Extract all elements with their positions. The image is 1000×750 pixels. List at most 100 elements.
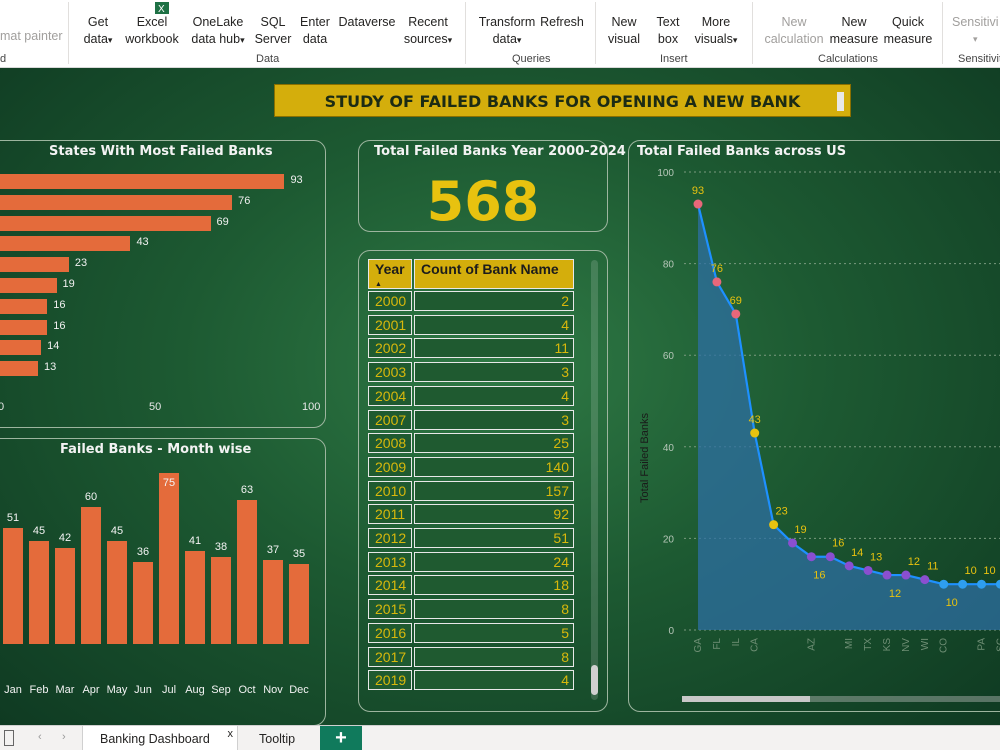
sql-server-button[interactable]: SQL Server (254, 14, 292, 48)
year-cell: 2015 (368, 599, 412, 620)
scrollbar-thumb[interactable] (591, 665, 598, 695)
table-row[interactable]: 2001 4 (368, 314, 574, 335)
transform-data-button[interactable]: Transform data▾ (478, 14, 536, 49)
add-page-button[interactable]: + (320, 726, 362, 750)
data-point (882, 570, 892, 580)
state-bar[interactable] (0, 215, 211, 231)
new-measure-button[interactable]: New measure (828, 14, 880, 48)
quick-measure-button[interactable]: Quick measure (882, 14, 934, 48)
data-label: 69 (730, 295, 742, 307)
tab-tooltip[interactable]: Tooltip (259, 726, 295, 750)
data-label: 14 (851, 547, 863, 559)
sensitivity-button[interactable]: Sensitivi ▾ (952, 14, 999, 48)
state-bar[interactable] (0, 236, 131, 252)
get-data-button[interactable]: Get data▾ (80, 14, 116, 49)
table-row[interactable]: 2000 2 (368, 291, 574, 311)
month-bar[interactable] (237, 500, 257, 644)
excel-label-2: workbook (125, 32, 179, 46)
table-row[interactable]: 2016 5 (368, 622, 574, 643)
excel-workbook-button[interactable]: X Excel workbook (122, 2, 182, 48)
table-row[interactable]: 2011 92 (368, 504, 574, 525)
chart-scrollbar[interactable] (682, 696, 1000, 702)
month-bar[interactable] (133, 561, 153, 644)
table-row[interactable]: 2002 11 (368, 338, 574, 359)
state-bar[interactable] (0, 298, 48, 314)
month-bar[interactable] (29, 541, 49, 644)
table-row[interactable]: 2010 157 (368, 480, 574, 501)
refresh-button[interactable]: Refresh (540, 14, 584, 31)
month-bar[interactable] (211, 557, 231, 644)
month-label: May (106, 684, 128, 696)
year-cell: 2007 (368, 409, 412, 430)
year-cell: 2004 (368, 385, 412, 406)
month-bar[interactable] (55, 548, 75, 644)
table-row[interactable]: 2004 4 (368, 385, 574, 406)
data-label: 43 (749, 414, 761, 426)
format-painter-button[interactable]: mat painter (0, 28, 63, 45)
state-bar[interactable] (0, 361, 39, 377)
month-bar[interactable] (185, 550, 205, 644)
count-cell: 25 (414, 433, 574, 454)
table-row[interactable]: 2019 4 (368, 670, 574, 691)
header-year[interactable]: Year ▲ (368, 259, 412, 289)
month-chart-panel[interactable] (0, 438, 326, 725)
area-chart-panel[interactable] (628, 140, 1000, 712)
month-label: Sep (211, 684, 231, 696)
state-bar[interactable] (0, 278, 57, 293)
x-tick-label: AZ (806, 638, 817, 651)
recent-sources-button[interactable]: Recent sources▾ (400, 14, 456, 49)
table-row[interactable]: 2013 24 (368, 551, 574, 572)
y-axis-label: Total Failed Banks (639, 413, 651, 503)
tab-banking-dashboard[interactable]: Banking Dashboard x (82, 726, 238, 750)
more-visuals-button[interactable]: More visuals▾ (690, 14, 742, 49)
state-bar[interactable] (0, 319, 48, 335)
table-row[interactable]: 2012 51 (368, 528, 574, 548)
month-bar[interactable] (81, 507, 101, 644)
header-count[interactable]: Count of Bank Name (414, 259, 574, 289)
table-row[interactable]: 2008 25 (368, 433, 574, 454)
chart-scrollbar-thumb[interactable] (682, 696, 810, 702)
month-label: Dec (289, 684, 309, 696)
state-bar[interactable] (0, 174, 285, 189)
new-visual-button[interactable]: New visual (606, 14, 642, 48)
state-bar[interactable] (0, 194, 233, 210)
data-point (750, 428, 760, 438)
count-cell: 11 (414, 338, 574, 359)
kpi-card[interactable] (358, 140, 608, 232)
data-label: 12 (908, 556, 920, 568)
table-row[interactable]: 2009 140 (368, 456, 574, 477)
month-bar[interactable] (159, 473, 179, 644)
month-bar[interactable] (263, 559, 283, 644)
month-bar[interactable] (289, 564, 309, 644)
new-calc-label-2: calculation (764, 32, 824, 46)
data-point (901, 570, 911, 580)
states-chart-panel[interactable] (0, 140, 326, 428)
next-page-icon[interactable]: › (62, 731, 66, 743)
year-cell: 2010 (368, 480, 412, 501)
prev-page-icon[interactable]: ‹ (38, 731, 42, 743)
year-table-panel[interactable] (358, 250, 608, 712)
month-label: Jan (4, 684, 22, 696)
new-calculation-button[interactable]: New calculation (762, 14, 826, 48)
table-row[interactable]: 2003 3 (368, 362, 574, 383)
ribbon: mat painter d Get data▾ X Excel workbook… (0, 0, 1000, 68)
table-row[interactable]: 2014 18 (368, 575, 574, 596)
state-bar-value: 16 (53, 319, 66, 332)
table-row[interactable]: 2007 3 (368, 409, 574, 430)
state-bar[interactable] (0, 340, 42, 356)
state-bar[interactable] (0, 257, 69, 273)
table-scrollbar[interactable] (591, 260, 598, 700)
text-box-button[interactable]: Text box (652, 14, 684, 48)
count-cell: 4 (414, 670, 574, 691)
close-tab-icon[interactable]: x (227, 728, 234, 740)
table-row[interactable]: 2015 8 (368, 599, 574, 620)
month-bar-value: 38 (214, 541, 228, 554)
month-bar[interactable] (3, 527, 23, 644)
onelake-button[interactable]: OneLake data hub▾ (186, 14, 250, 49)
chevron-down-icon: ▾ (240, 35, 245, 45)
table-row[interactable]: 2017 8 (368, 646, 574, 667)
month-bar[interactable] (107, 541, 127, 644)
dataverse-button[interactable]: Dataverse (338, 14, 396, 31)
page-view-icon[interactable] (4, 730, 14, 746)
enter-data-button[interactable]: Enter data (298, 14, 332, 48)
